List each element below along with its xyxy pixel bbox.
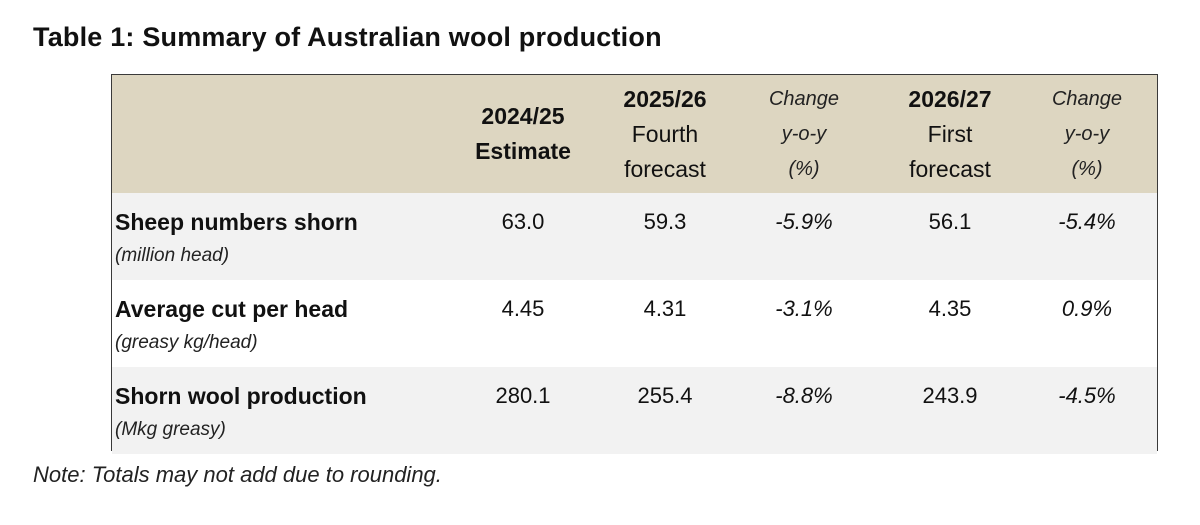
row-label: Shorn wool production	[115, 383, 367, 409]
cell-2024-25: 63.0	[501, 209, 545, 234]
row-unit: (million head)	[115, 245, 230, 266]
header-text: forecast	[624, 155, 706, 182]
table-row-sheep-numbers: Sheep numbers shorn (million head) 63.0 …	[112, 193, 1157, 280]
header-text: First	[927, 120, 973, 147]
table-row-shorn-wool: Shorn wool production (Mkg greasy) 280.1…	[112, 367, 1157, 454]
header-col-2025-26: 2025/26 Fourth forecast	[590, 75, 740, 193]
cell-2026-27: 4.35	[928, 296, 972, 321]
wool-production-table: 2024/25 Estimate 2025/26 Fourth forecast…	[111, 74, 1158, 454]
row-unit: (greasy kg/head)	[115, 332, 258, 353]
cell-change-2: -4.5%	[1058, 383, 1116, 408]
header-text: y-o-y	[781, 122, 827, 145]
row-label: Average cut per head	[115, 296, 349, 322]
header-text: 2026/27	[908, 85, 992, 112]
row-unit: (Mkg greasy)	[115, 419, 226, 440]
header-col-2024-25: 2024/25 Estimate	[448, 75, 598, 193]
header-text: 2025/26	[623, 85, 707, 112]
cell-2024-25: 280.1	[495, 383, 551, 408]
header-text: Change	[768, 87, 840, 110]
header-text: Change	[1051, 87, 1123, 110]
header-text: forecast	[909, 155, 991, 182]
header-text: (%)	[1071, 157, 1103, 180]
cell-2025-26: 4.31	[643, 296, 687, 321]
header-text: (%)	[788, 157, 820, 180]
header-col-change-2: Change y-o-y (%)	[1012, 75, 1162, 193]
cell-change-2: -5.4%	[1058, 209, 1116, 234]
cell-2025-26: 59.3	[643, 209, 687, 234]
cell-2026-27: 56.1	[928, 209, 972, 234]
cell-2024-25: 4.45	[501, 296, 545, 321]
cell-change-1: -8.8%	[775, 383, 833, 408]
header-text: Estimate	[475, 138, 571, 164]
cell-change-1: -3.1%	[775, 296, 833, 321]
cell-change-2: 0.9%	[1061, 296, 1113, 321]
header-col-change-1: Change y-o-y (%)	[729, 75, 879, 193]
cell-2025-26: 255.4	[637, 383, 693, 408]
table-row-average-cut: Average cut per head (greasy kg/head) 4.…	[112, 280, 1157, 367]
table-title: Table 1: Summary of Australian wool prod…	[33, 22, 662, 52]
header-text: 2024/25	[481, 103, 565, 129]
cell-change-1: -5.9%	[775, 209, 833, 234]
header-text: y-o-y	[1064, 122, 1110, 145]
cell-2026-27: 243.9	[922, 383, 978, 408]
row-label: Sheep numbers shorn	[115, 209, 358, 235]
header-text: Fourth	[631, 120, 699, 147]
table-note: Note: Totals may not add due to rounding…	[33, 462, 442, 487]
table-header-row: 2024/25 Estimate 2025/26 Fourth forecast…	[112, 75, 1157, 193]
header-col-2026-27: 2026/27 First forecast	[875, 75, 1025, 193]
